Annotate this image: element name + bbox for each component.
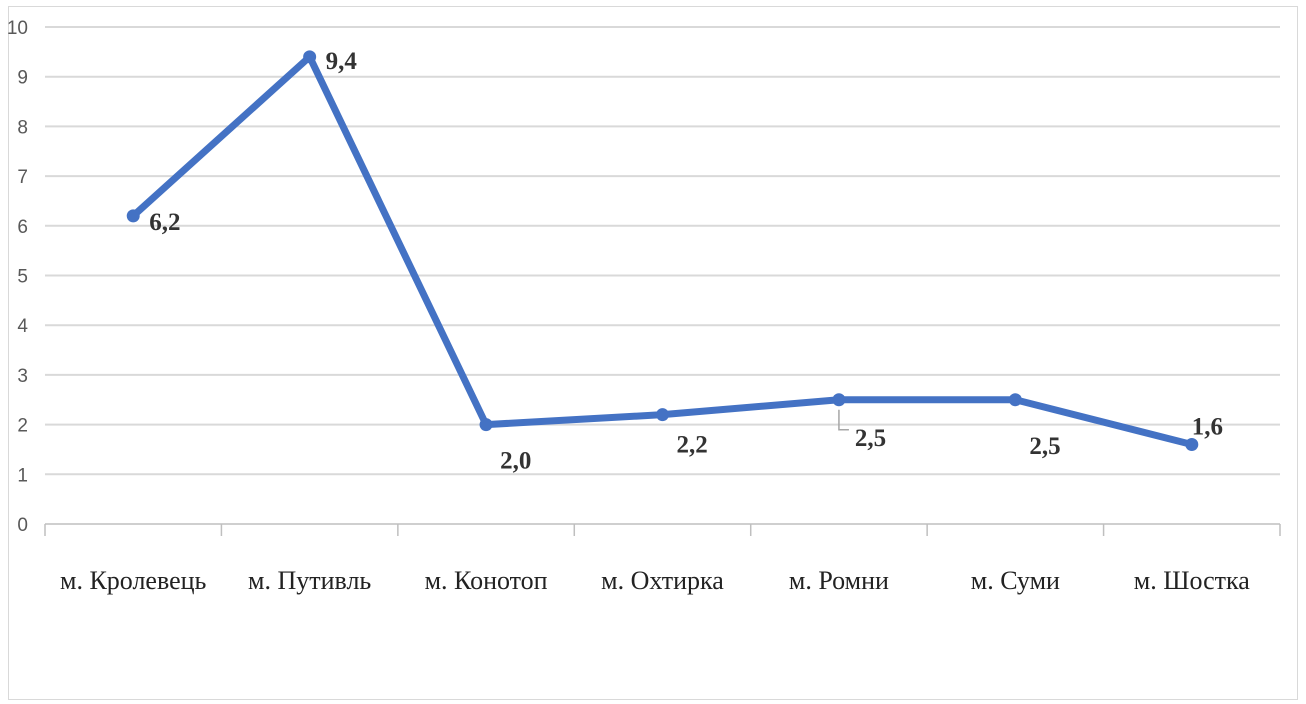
x-tick-label: м. Суми [971, 566, 1060, 595]
x-tick-label: м. Путивль [248, 566, 371, 595]
y-tick-label: 3 [17, 366, 28, 387]
data-label: 2,5 [1029, 433, 1060, 460]
x-tick-label: м. Кролевець [60, 566, 207, 595]
y-tick-label: 8 [17, 117, 28, 138]
data-point [1008, 393, 1022, 407]
label-leader-line [838, 409, 849, 431]
data-point [479, 418, 493, 432]
x-tick-label: м. Охтирка [601, 566, 724, 595]
data-point [1185, 437, 1199, 451]
x-tick-label: м. Шостка [1134, 566, 1250, 595]
data-label: 6,2 [149, 209, 180, 236]
data-label: 2,2 [677, 432, 708, 459]
data-point [832, 393, 846, 407]
data-point [303, 50, 317, 64]
y-tick-label: 5 [17, 267, 28, 288]
data-label: 1,6 [1192, 413, 1223, 440]
y-tick-label: 2 [17, 416, 28, 437]
data-label: 2,5 [855, 425, 886, 452]
data-label: 9,4 [326, 48, 358, 75]
data-point [656, 408, 669, 422]
y-tick-label: 6 [17, 217, 28, 238]
y-tick-label: 7 [17, 167, 28, 188]
y-tick-label: 4 [17, 316, 28, 337]
y-tick-label: 10 [7, 18, 28, 39]
y-tick-label: 9 [17, 68, 28, 89]
x-tick-label: м. Ромни [789, 566, 889, 595]
y-tick-label: 1 [17, 465, 28, 486]
chart-area [8, 6, 1298, 700]
y-tick-label: 0 [17, 515, 28, 536]
data-point [126, 209, 140, 223]
data-label: 2,0 [500, 448, 531, 475]
x-tick-label: м. Конотоп [425, 566, 548, 595]
series-line [129, 53, 1196, 448]
